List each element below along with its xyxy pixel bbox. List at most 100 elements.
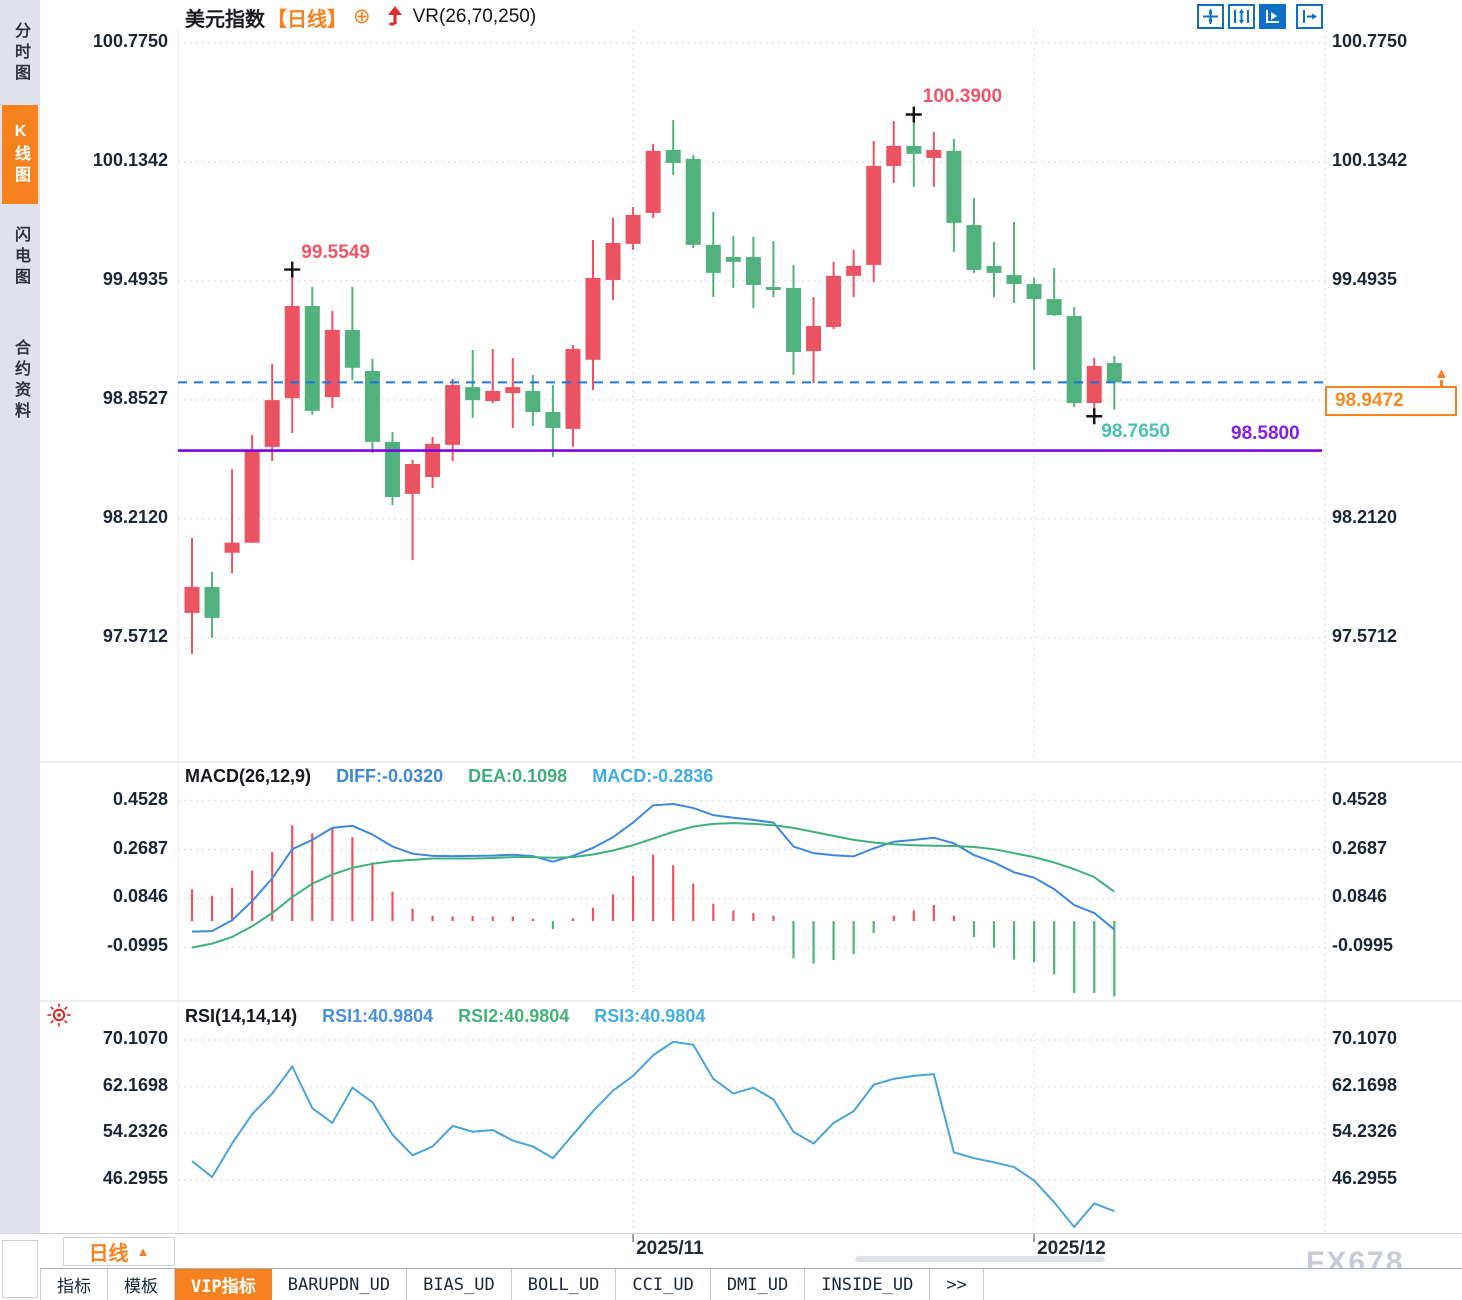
tab-INSIDE_UD[interactable]: INSIDE_UD — [805, 1269, 931, 1300]
candle — [986, 265, 1002, 273]
sidebar-item-2[interactable]: 闪电图 — [12, 225, 29, 289]
candle — [826, 275, 842, 327]
rsi-axis-label: 54.2326 — [1332, 1121, 1398, 1142]
candle — [284, 305, 300, 399]
period-arrow-icon: ▲ — [136, 1244, 150, 1259]
sidebar: 分时图 K线图闪电图合约资料 — [0, 0, 40, 1233]
rsi-axis-label: 54.2326 — [102, 1121, 168, 1142]
rsi-axis-label: 62.1698 — [102, 1074, 168, 1095]
x-axis-label: 2025/11 — [636, 1238, 704, 1259]
high-price-annotation: 100.3900 — [922, 86, 1003, 108]
extreme-marker — [905, 106, 922, 123]
period-badge[interactable]: 【日线】 — [267, 8, 347, 31]
candle — [645, 150, 661, 213]
macd-group — [190, 802, 1116, 997]
price-axis-label: 98.2120 — [102, 506, 168, 527]
sidebar-item-0[interactable]: 分时图 — [12, 22, 29, 85]
tab-BIAS_UD[interactable]: BIAS_UD — [407, 1269, 512, 1300]
candle — [906, 145, 922, 154]
last-price-box: 98.9472 — [1325, 386, 1457, 417]
macd-diff-value: DIFF:-0.0320 — [336, 766, 444, 786]
candle — [585, 277, 601, 360]
bottom-corner-cell — [2, 1240, 38, 1298]
tabs-overflow-button[interactable]: >> — [930, 1269, 984, 1300]
macd-macd-value: MACD:-0.2836 — [592, 766, 714, 786]
price-axis-label: 100.1342 — [92, 149, 168, 170]
tab-VIP指标[interactable]: VIP指标 — [175, 1269, 272, 1300]
candle — [385, 441, 400, 498]
candle — [324, 329, 340, 398]
macd-axis-label: -0.0995 — [106, 935, 168, 956]
tab-BOLL_UD[interactable]: BOLL_UD — [512, 1269, 617, 1300]
candle — [886, 145, 902, 166]
price-axis-label: 99.4935 — [1332, 268, 1398, 289]
price-axis-label: 99.4935 — [102, 268, 168, 289]
rsi1-value: RSI1:40.9804 — [322, 1006, 434, 1026]
add-indicator-icon[interactable]: ⊕ — [353, 5, 371, 28]
tab-CCI_UD[interactable]: CCI_UD — [616, 1269, 711, 1300]
period-label: 日线 — [88, 1243, 129, 1265]
macd-axis-label: 0.0846 — [1332, 886, 1388, 907]
candle — [405, 463, 421, 494]
move-crosshair-icon[interactable] — [1197, 4, 1224, 29]
tab-指标[interactable]: 指标 — [41, 1269, 108, 1300]
candle — [485, 391, 501, 402]
candle — [946, 150, 962, 223]
macd-dea-value: DEA:0.1098 — [468, 766, 568, 786]
tab-DMI_UD[interactable]: DMI_UD — [711, 1269, 806, 1300]
macd-axis-label: 0.4528 — [1332, 788, 1388, 809]
rsi-axis-label: 70.1070 — [102, 1028, 168, 1048]
candle — [625, 214, 641, 244]
candle — [725, 256, 741, 262]
sidebar-item-1[interactable]: K线图 — [2, 105, 38, 204]
pan-exit-icon[interactable] — [1296, 4, 1323, 29]
candle — [1086, 365, 1102, 404]
candle — [244, 449, 260, 543]
candle — [786, 287, 801, 353]
dea-line — [191, 822, 1115, 949]
tab-BARUPDN_UD[interactable]: BARUPDN_UD — [272, 1269, 408, 1300]
tab-模板[interactable]: 模板 — [108, 1269, 175, 1300]
horizontal-scrollbar[interactable] — [855, 1256, 1105, 1262]
candle — [224, 542, 240, 553]
chart-header: 美元指数 【日线】 ⊕ VR(26,70,250) — [185, 3, 536, 31]
candle — [765, 287, 781, 290]
macd-title: MACD(26,12,9) — [185, 766, 312, 786]
macd-panel-header: MACD(26,12,9) DIFF:-0.0320 DEA:0.1098 MA… — [185, 766, 733, 787]
macd-axis-label: 0.4528 — [112, 788, 168, 809]
candle — [966, 224, 982, 270]
candle — [665, 149, 681, 163]
alert-sun-icon[interactable] — [46, 1002, 72, 1028]
candle — [525, 391, 541, 412]
candle — [926, 149, 942, 158]
sidebar-item-3[interactable]: 合约资料 — [12, 339, 29, 423]
candle — [445, 385, 461, 445]
rsi2-value: RSI2:40.9804 — [458, 1006, 570, 1026]
rsi-axis-label: 70.1070 — [1332, 1028, 1398, 1048]
low-price-annotation: 98.7650 — [1101, 421, 1170, 443]
auto-scale-icon[interactable] — [1259, 4, 1286, 29]
extreme-marker — [284, 261, 301, 278]
axis-range-icon[interactable] — [1228, 4, 1255, 29]
price-axis-label: 100.7750 — [1332, 31, 1408, 51]
x-axis-label: 2025/12 — [1037, 1238, 1106, 1259]
panel-separators — [0, 761, 1462, 1234]
macd-axis-label: -0.0995 — [1332, 935, 1394, 956]
candle — [465, 387, 481, 401]
indicator-tabbar: 指标 模板 VIP指标 BARUPDN_UD BIAS_UD BOLL_UD CCI_UD D… — [40, 1268, 1462, 1300]
macd-axis-label: 0.2687 — [112, 837, 168, 858]
red-up-arrow-icon — [387, 6, 402, 26]
candle — [344, 329, 360, 368]
candle — [204, 586, 220, 618]
candle — [1046, 299, 1062, 316]
candle — [705, 244, 721, 273]
candle — [505, 387, 521, 394]
overlay-indicator-label: VR(26,70,250) — [412, 6, 537, 27]
candle — [745, 256, 761, 285]
period-selector-button[interactable]: 日线 ▲ — [63, 1237, 175, 1266]
candle — [806, 326, 822, 352]
candle — [1106, 362, 1122, 383]
candle — [1006, 274, 1022, 285]
